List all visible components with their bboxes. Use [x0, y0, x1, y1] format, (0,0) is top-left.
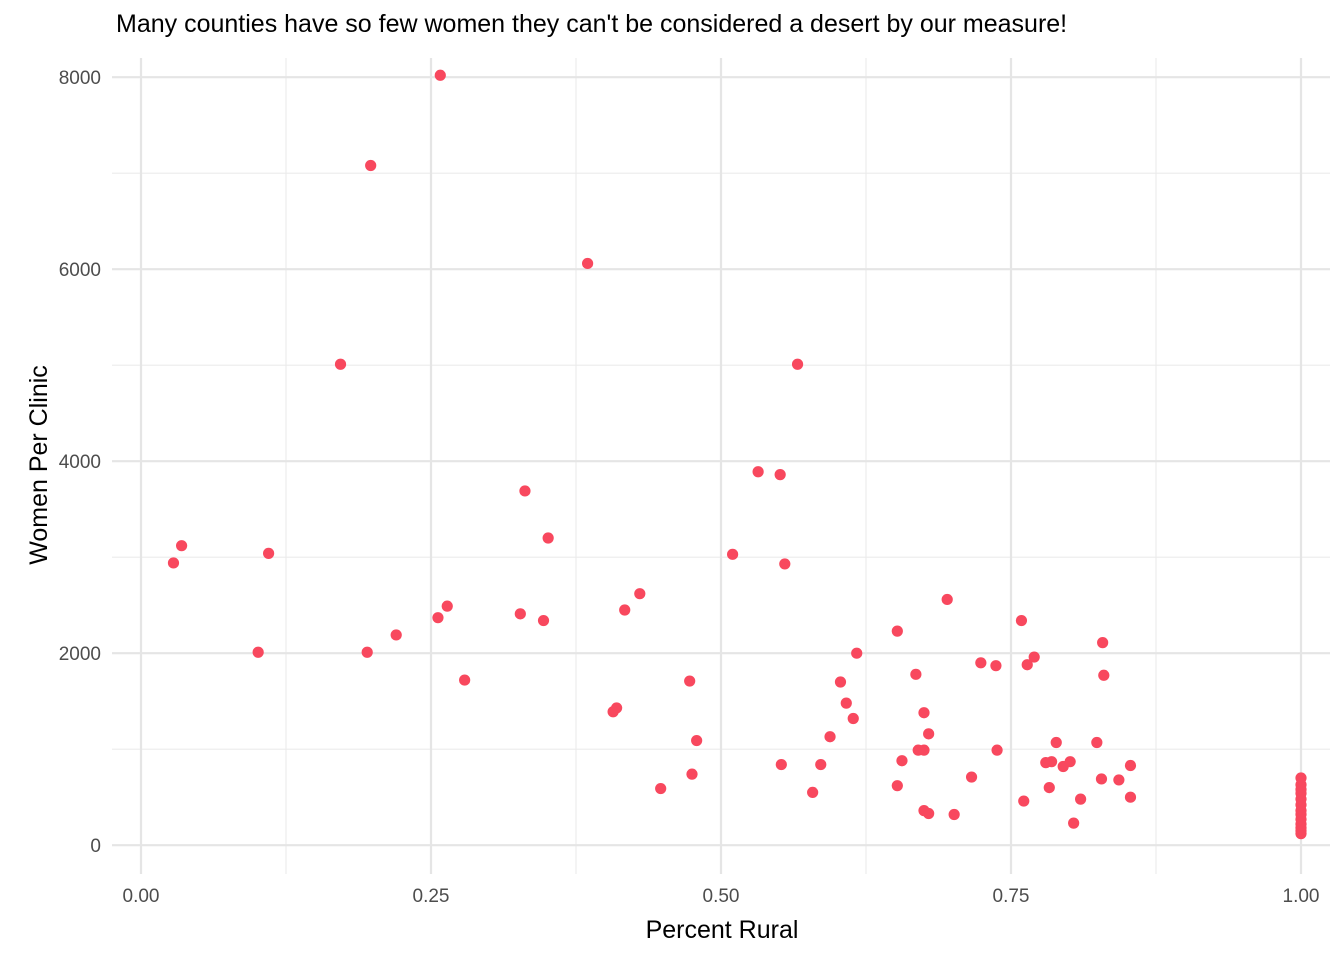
data-point	[432, 612, 444, 624]
data-point	[990, 660, 1002, 672]
data-point	[807, 786, 819, 799]
data-point	[727, 548, 739, 560]
data-point	[923, 728, 935, 740]
data-point	[334, 358, 347, 370]
data-point	[918, 707, 930, 719]
x-tick-label: 0.75	[993, 886, 1030, 907]
x-axis-ticks: 0.00 0.25 0.50 0.75 1.00	[123, 886, 1320, 907]
data-point	[263, 547, 275, 559]
data-point	[975, 657, 987, 669]
x-axis-title: Percent Rural	[646, 916, 799, 944]
data-point	[176, 540, 188, 552]
data-point	[791, 358, 804, 370]
data-point	[1075, 793, 1087, 805]
data-point	[582, 257, 594, 270]
data-point	[1095, 773, 1108, 785]
data-point	[1091, 736, 1103, 749]
data-point	[519, 485, 531, 497]
data-point	[684, 675, 696, 687]
data-point	[1028, 651, 1040, 663]
data-point	[1015, 614, 1028, 627]
data-point	[918, 744, 930, 756]
x-tick-label: 0.25	[413, 886, 450, 907]
data-point	[537, 614, 550, 627]
data-point	[1040, 757, 1052, 769]
data-point	[252, 646, 264, 658]
y-tick-label: 6000	[59, 260, 101, 281]
y-tick-label: 2000	[59, 644, 101, 665]
data-point	[167, 557, 180, 569]
data-point	[441, 600, 453, 612]
data-point	[847, 712, 859, 725]
data-point	[434, 69, 446, 81]
chart-title: Many counties have so few women they can…	[116, 10, 1068, 38]
data-point	[752, 466, 764, 478]
grid-lines	[112, 58, 1330, 874]
y-tick-label: 8000	[59, 68, 101, 89]
data-point	[1021, 659, 1033, 671]
data-point	[361, 646, 373, 658]
data-point	[1098, 669, 1110, 681]
data-point	[1018, 795, 1030, 807]
data-point	[1068, 817, 1080, 829]
data-point	[965, 771, 978, 783]
data-points	[167, 69, 1307, 840]
data-point	[691, 734, 703, 747]
data-point	[941, 593, 953, 606]
data-point	[607, 706, 619, 718]
data-point	[1295, 828, 1307, 840]
data-point	[896, 755, 908, 767]
x-tick-label: 0.00	[123, 886, 160, 907]
data-point	[1050, 736, 1062, 749]
data-point	[1124, 759, 1137, 772]
data-point	[1043, 782, 1055, 794]
data-point	[948, 808, 960, 821]
data-point	[834, 676, 847, 688]
y-axis-ticks: 0 2000 4000 6000 8000	[59, 68, 101, 857]
data-point	[1124, 791, 1137, 803]
data-point	[840, 697, 852, 709]
data-point	[655, 782, 667, 795]
data-point	[1057, 760, 1069, 773]
data-point	[824, 731, 836, 743]
y-axis-title: Women Per Clinic	[25, 365, 53, 565]
y-tick-label: 0	[90, 836, 101, 857]
data-point	[851, 647, 863, 659]
data-point	[815, 758, 827, 771]
data-point	[1113, 774, 1125, 786]
data-point	[910, 668, 922, 680]
x-tick-label: 0.50	[703, 886, 740, 907]
data-point	[991, 744, 1003, 756]
data-point	[619, 604, 631, 616]
data-point	[923, 807, 935, 820]
data-point	[542, 532, 554, 544]
data-point	[775, 758, 787, 771]
y-tick-label: 4000	[59, 452, 101, 473]
data-point	[779, 558, 791, 570]
data-point	[634, 588, 646, 600]
data-point	[891, 780, 903, 792]
data-point	[459, 674, 471, 686]
data-point	[365, 159, 377, 172]
data-point	[891, 625, 903, 637]
data-point	[774, 469, 786, 481]
data-point	[514, 608, 526, 620]
data-point	[1097, 637, 1109, 649]
data-point	[686, 768, 698, 780]
data-point	[390, 629, 402, 641]
x-tick-label: 1.00	[1283, 886, 1320, 907]
